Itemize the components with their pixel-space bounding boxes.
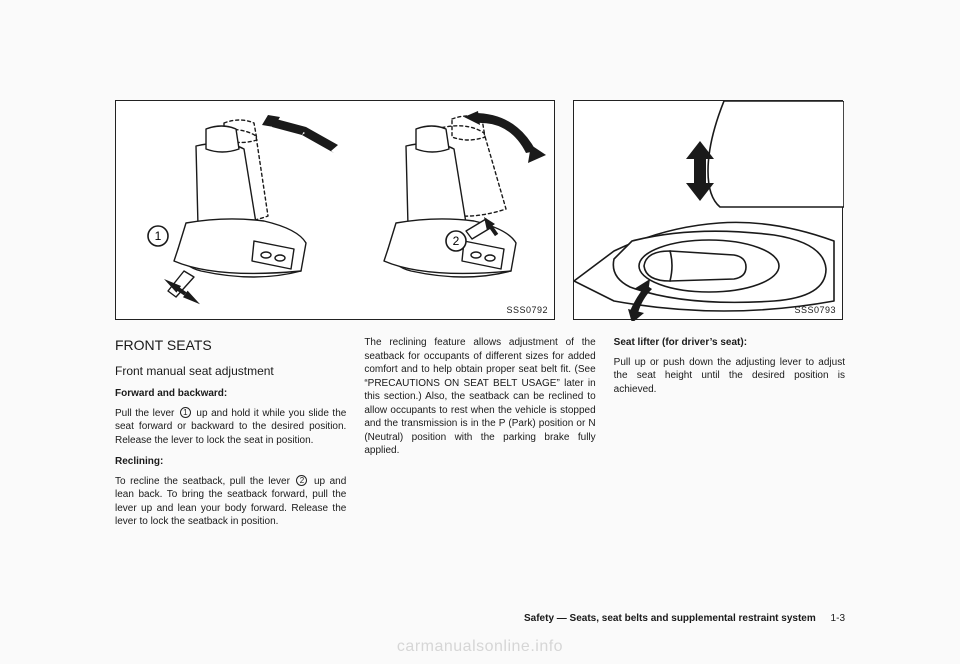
heading-forward-backward: Forward and backward: <box>115 387 346 401</box>
heading-reclining: Reclining: <box>115 455 346 469</box>
callout-1-number: 1 <box>155 229 162 243</box>
heading-seat-lifter: Seat lifter (for driver’s seat): <box>614 336 845 350</box>
column-2: The reclining feature allows adjustment … <box>364 336 595 537</box>
heading-front-seats: FRONT SEATS <box>115 336 346 355</box>
heading-manual-adjustment: Front manual seat adjustment <box>115 363 346 379</box>
figure-seat-adjustment: 1 2 SSS0792 <box>115 100 555 320</box>
column-1: FRONT SEATS Front manual seat adjustment… <box>115 336 346 537</box>
figure-seat-lifter: SSS0793 <box>573 100 843 320</box>
callout-2-number: 2 <box>453 234 460 248</box>
para-reclining-feature: The reclining feature allows adjustment … <box>364 336 595 458</box>
footer-page-number: 1-3 <box>831 613 845 624</box>
para-reclining: To recline the seatback, pull the lever … <box>115 475 346 529</box>
watermark: carmanualsonline.info <box>0 638 960 656</box>
body-columns: FRONT SEATS Front manual seat adjustment… <box>115 336 845 537</box>
para-seat-lifter: Pull up or push down the adjusting lever… <box>614 356 845 397</box>
figure-left-caption: SSS0792 <box>506 305 548 315</box>
column-3: Seat lifter (for driver’s seat): Pull up… <box>614 336 845 537</box>
page-footer: Safety — Seats, seat belts and supplemen… <box>524 613 845 624</box>
figure-row: 1 2 SSS0792 <box>115 100 845 320</box>
para-forward-backward: Pull the lever 1 up and hold it while yo… <box>115 407 346 448</box>
inline-callout-1: 1 <box>180 407 191 418</box>
footer-section: Safety — Seats, seat belts and supplemen… <box>524 613 816 624</box>
figure-right-caption: SSS0793 <box>794 305 836 315</box>
inline-callout-2: 2 <box>296 475 307 486</box>
